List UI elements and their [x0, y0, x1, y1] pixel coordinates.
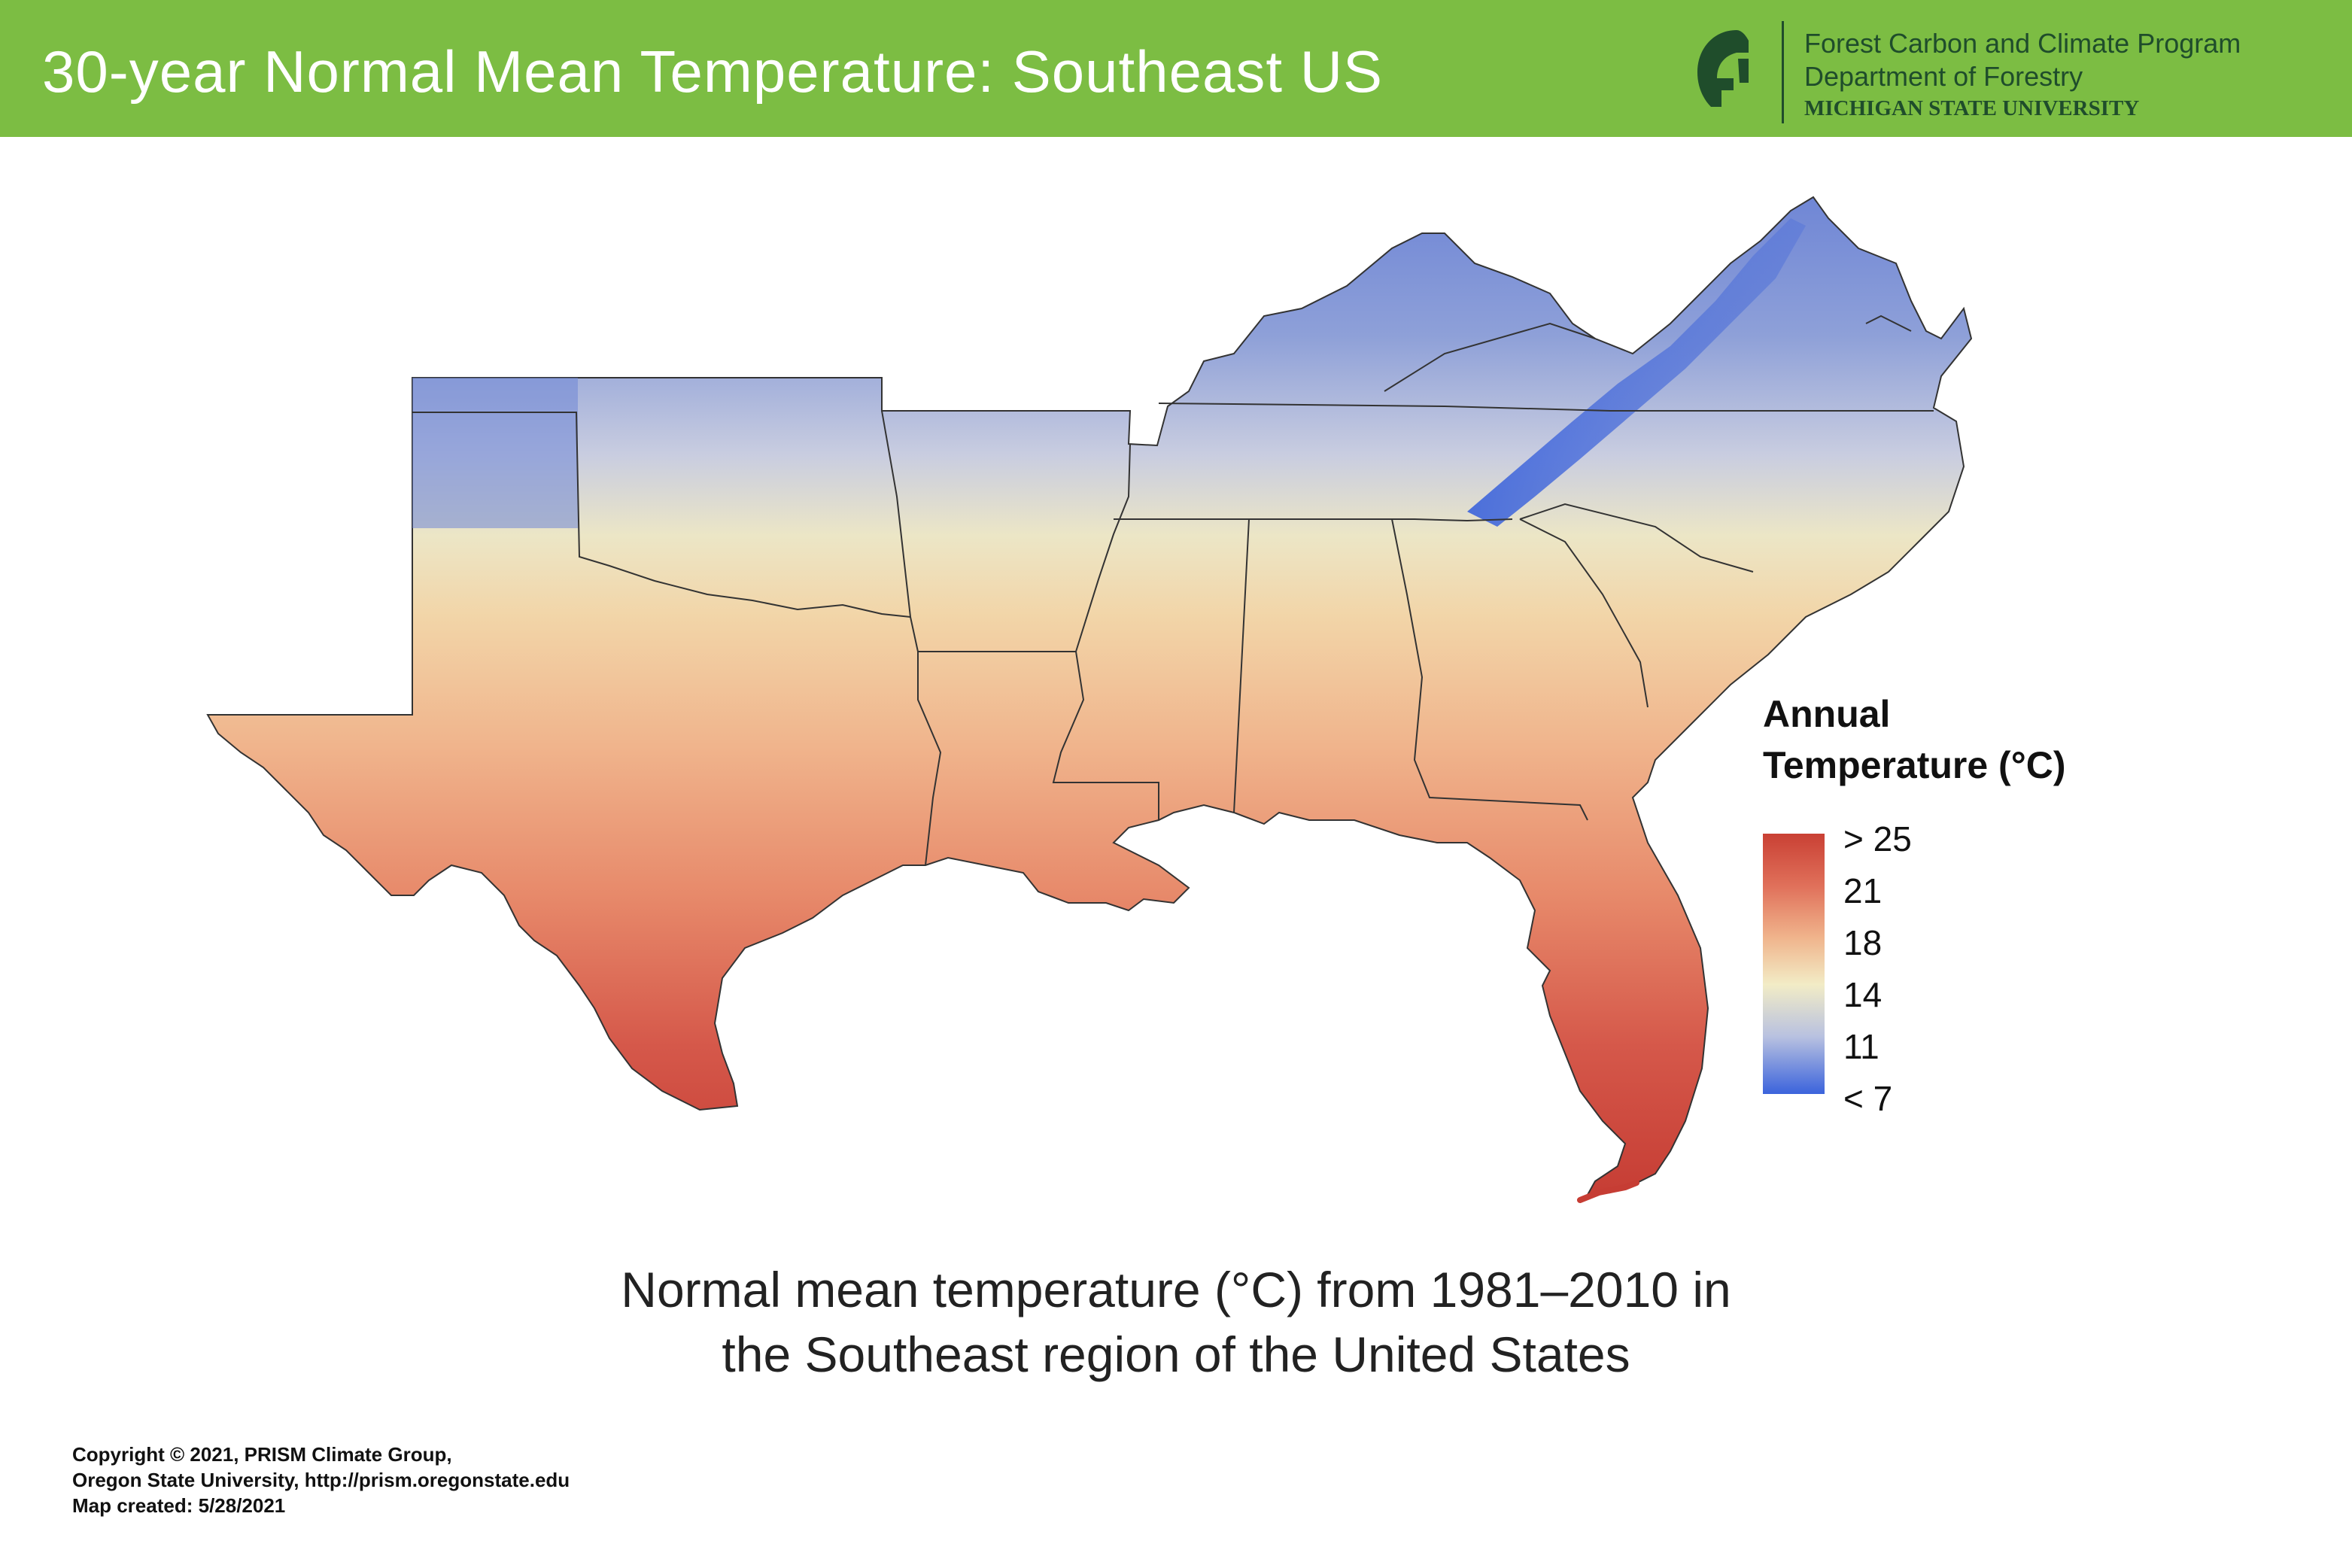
credits-block: Copyright © 2021, PRISM Climate Group, O…	[72, 1442, 570, 1518]
legend-label-gt25: > 25	[1843, 819, 1912, 858]
caption-line2: the Southeast region of the United State…	[722, 1326, 1630, 1382]
org-block: Forest Carbon and Climate Program Depart…	[1804, 27, 2241, 123]
credits-copyright: Copyright © 2021, PRISM Climate Group,	[72, 1443, 452, 1466]
border-ky-va-tn	[1158, 403, 1934, 412]
page-title: 30-year Normal Mean Temperature: Southea…	[42, 38, 1384, 105]
border-tx-ar-la	[881, 410, 942, 866]
org-university: MICHIGAN STATE UNIVERSITY	[1804, 96, 2140, 120]
border-ar-ms	[1075, 443, 1131, 652]
appalachian-cold-band	[1467, 218, 1806, 527]
state-borders	[412, 315, 1934, 866]
legend-title-line2: Temperature (°C)	[1763, 744, 2066, 786]
legend-label-lt7: < 7	[1843, 1079, 1893, 1118]
legend-title-line1: Annual	[1763, 693, 1891, 735]
panhandle-cold-area	[412, 378, 578, 528]
border-al-ga	[1391, 518, 1588, 821]
credits-date: Map created: 5/28/2021	[72, 1494, 286, 1517]
border-ky-wv	[1384, 322, 1596, 392]
border-ms-al	[1233, 518, 1250, 813]
credits-source: Oregon State University, http://prism.or…	[72, 1469, 570, 1491]
header-bar: 30-year Normal Mean Temperature: Southea…	[0, 0, 2352, 137]
legend-label-11: 11	[1843, 1027, 1879, 1066]
florida-keys	[1577, 1180, 1639, 1203]
temperature-map	[206, 196, 1973, 1203]
legend-title: Annual Temperature (°C)	[1763, 688, 2065, 791]
southeast-region-shape	[206, 196, 1973, 1196]
spartan-helmet-icon	[1697, 30, 1749, 107]
legend-color-bar	[1763, 834, 1825, 1094]
border-tn-south	[1114, 518, 1513, 522]
border-ok-tx	[412, 412, 911, 618]
org-department: Department of Forestry	[1804, 61, 2083, 92]
caption-line1: Normal mean temperature (°C) from 1981–2…	[621, 1262, 1731, 1317]
map-area	[0, 137, 2352, 1266]
border-nc-sc	[1519, 503, 1754, 573]
logo-divider	[1782, 21, 1784, 123]
legend-label-14: 14	[1843, 975, 1883, 1014]
legend-label-21: 21	[1843, 871, 1883, 910]
org-program: Forest Carbon and Climate Program	[1804, 28, 2241, 59]
legend-label-18: 18	[1843, 923, 1883, 962]
border-ga-sc	[1519, 518, 1649, 708]
border-delmarva	[1865, 315, 1912, 332]
